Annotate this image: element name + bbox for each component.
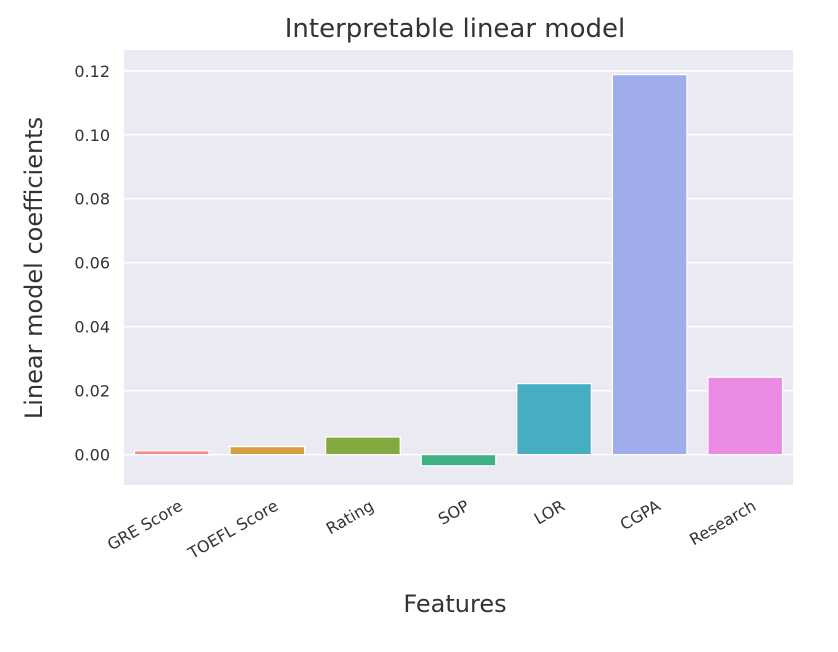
x-tick-label: SOP xyxy=(435,496,473,529)
bar xyxy=(420,454,497,467)
y-tick-label: 0.02 xyxy=(74,382,110,401)
y-tick-label: 0.08 xyxy=(74,190,110,209)
y-tick-label: 0.06 xyxy=(74,254,110,273)
y-tick-labels: 0.00 0.02 0.04 0.06 0.08 0.10 0.12 xyxy=(74,62,110,465)
y-tick-label: 0.04 xyxy=(74,318,110,337)
y-axis-title: Linear model coefficients xyxy=(20,117,48,419)
x-tick-label: Rating xyxy=(323,496,377,538)
grid-lines xyxy=(124,69,793,456)
x-tick-label: LOR xyxy=(531,496,568,528)
plot-background xyxy=(124,50,793,485)
bar xyxy=(707,376,784,456)
bar xyxy=(516,383,592,456)
y-tick-label: 0.12 xyxy=(74,62,110,81)
bar xyxy=(325,436,401,456)
bar xyxy=(611,74,688,456)
y-tick-label: 0.00 xyxy=(74,446,110,465)
bar xyxy=(229,446,306,456)
x-tick-label: TOEFL Score xyxy=(184,496,281,563)
x-tick-labels: GRE Score TOEFL Score Rating SOP LOR CGPA Rese… xyxy=(104,496,759,563)
x-tick-label: CGPA xyxy=(617,496,664,534)
x-axis-title: Features xyxy=(403,590,506,618)
bar xyxy=(133,450,210,456)
x-tick-label: GRE Score xyxy=(104,496,186,554)
y-tick-label: 0.10 xyxy=(74,126,110,145)
bars-group xyxy=(133,74,784,467)
x-tick-label: Research xyxy=(686,496,759,549)
chart-title: Interpretable linear model xyxy=(285,14,626,44)
